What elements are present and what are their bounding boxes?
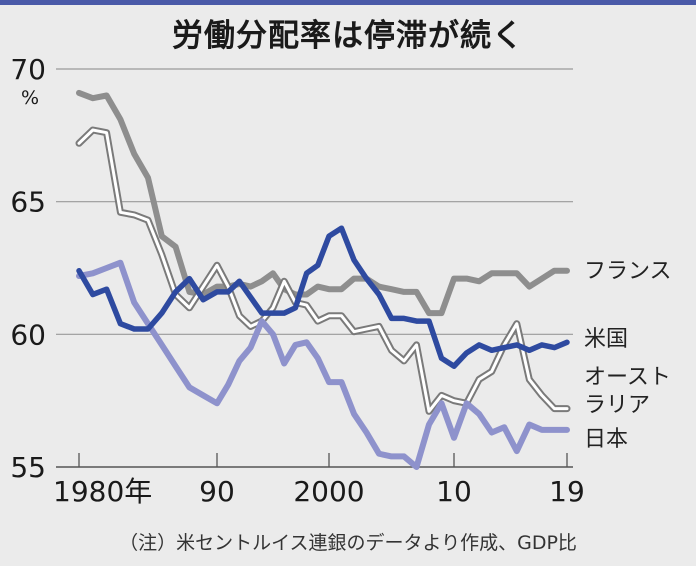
x-tick-label: 10 (436, 475, 472, 508)
legend-label-japan: 日本 (584, 427, 628, 452)
top-accent-bar (0, 0, 696, 5)
y-axis: 70 65 60 55% (10, 53, 46, 484)
x-axis: 1980年 90 2000 10 19 (53, 453, 585, 508)
series-line-australia-inner (77, 128, 569, 413)
y-tick-label: 60 (10, 318, 46, 351)
x-tick-label: 19 (549, 475, 585, 508)
source-note: （注）米セントルイス連銀のデータより作成、GDP比 (119, 532, 577, 554)
y-tick-label: 55 (10, 451, 46, 484)
series-line-us (76, 225, 570, 369)
legend-label-us: 米国 (584, 327, 628, 352)
series-line-france (76, 89, 570, 317)
series-lines (75, 89, 571, 470)
gridlines (56, 68, 573, 468)
x-tick-label: 1980年 (53, 475, 152, 508)
chart-title: 労働分配率は停滞が続く (172, 18, 524, 54)
legend-label-australia-line1: オースト (584, 365, 671, 390)
legend-label-france: フランス (584, 259, 672, 284)
x-tick-label: 2000 (293, 475, 364, 508)
y-unit-label: % (21, 87, 39, 109)
x-tick-label: 90 (199, 475, 235, 508)
y-tick-label: 70 (10, 53, 46, 86)
y-tick-label: 65 (10, 186, 46, 219)
legend-label-australia-line2: ラリア (584, 393, 650, 418)
series-line-japan (76, 259, 570, 470)
